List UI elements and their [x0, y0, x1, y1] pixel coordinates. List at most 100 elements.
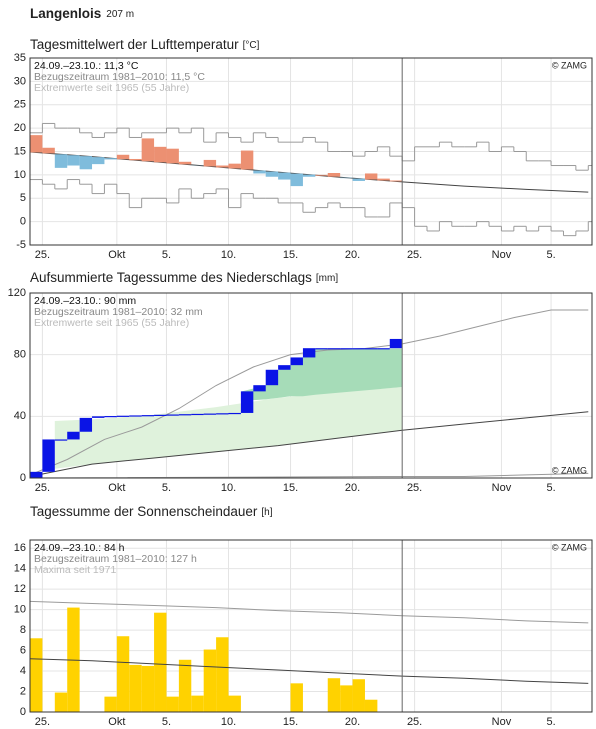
annotation: Bezugszeitraum 1981–2010: 127 h — [34, 553, 197, 565]
y-tick-label: 8 — [20, 624, 26, 636]
x-tick-label: 5. — [162, 482, 171, 494]
temperature-bar — [42, 147, 55, 154]
precipitation-bar — [166, 414, 179, 416]
precipitation-bar — [253, 385, 266, 392]
x-tick-label: 25. — [35, 249, 50, 261]
temperature-bar — [216, 165, 229, 168]
temperature-bar — [253, 170, 266, 174]
x-tick-label: 20. — [345, 716, 360, 728]
line — [29, 472, 589, 479]
x-tick-label: 5. — [546, 249, 555, 261]
x-tick-label: 20. — [345, 482, 360, 494]
precipitation-bar — [240, 391, 254, 413]
x-tick-label: 5. — [546, 716, 555, 728]
chart-title: Aufsummierte Tagessumme des Niederschlag… — [30, 270, 312, 285]
header: Langenlois 207 m — [30, 6, 134, 21]
x-tick-label: 20. — [345, 249, 360, 261]
x-tick-label: Nov — [492, 716, 512, 728]
annotation: 24.09.–23.10.: 11,3 °C — [34, 60, 139, 72]
temperature-bar — [141, 138, 155, 162]
precipitation-bar — [203, 413, 217, 415]
precipitation-bar — [228, 412, 241, 415]
annotation: Extremwerte seit 1965 (55 Jahre) — [34, 317, 189, 329]
sunshine-bar — [166, 696, 179, 712]
y-tick-label: 0 — [20, 472, 26, 484]
sunshine-bar — [352, 679, 365, 712]
y-tick-label: 0 — [20, 216, 26, 228]
sunshine-bar — [178, 659, 192, 712]
y-tick-label: 16 — [14, 542, 26, 554]
precipitation-bar — [178, 414, 192, 416]
y-tick-label: 2 — [20, 685, 26, 697]
precipitation-bar — [278, 365, 291, 370]
y-tick-label: 4 — [20, 665, 26, 677]
sunshine-bar — [129, 664, 142, 712]
y-tick-label: 15 — [14, 145, 26, 157]
temperature-bar — [92, 157, 105, 165]
x-tick-label: 10. — [221, 249, 236, 261]
precipitation-bar — [352, 348, 365, 350]
annotation: Bezugszeitraum 1981–2010: 32 mm — [34, 306, 203, 318]
precipitation-bar — [116, 415, 130, 417]
annotation: 24.09.–23.10.: 84 h — [34, 542, 125, 554]
precipitation-bar — [315, 348, 328, 350]
y-tick-label: 30 — [14, 75, 26, 87]
chart-unit: [mm] — [316, 273, 338, 284]
sunshine-bar — [364, 699, 378, 712]
temperature-bar — [129, 158, 142, 161]
x-tick-label: 25. — [407, 482, 422, 494]
plot-border — [29, 539, 593, 713]
temperature-bar — [377, 178, 390, 181]
temperature-bar — [302, 174, 316, 177]
temperature-bar — [278, 172, 291, 180]
plot-border — [29, 292, 593, 479]
area — [240, 348, 403, 401]
x-tick-label: 25. — [35, 716, 50, 728]
sunshine-bar — [104, 696, 117, 712]
precipitation-bar — [30, 471, 43, 478]
sunshine-bar — [54, 692, 68, 712]
temperature-bar — [30, 135, 43, 153]
precipitation-bar — [364, 348, 378, 350]
y-tick-label: 120 — [8, 287, 26, 299]
x-tick-label: Okt — [108, 249, 125, 261]
chart-panel: Aufsummierte Tagessumme des Niederschlag… — [8, 270, 593, 494]
temperature-bar — [389, 180, 403, 182]
precipitation-bar — [302, 348, 316, 358]
x-tick-label: 5. — [162, 249, 171, 261]
sunshine-bar — [154, 612, 167, 712]
precipitation-bar — [377, 348, 390, 350]
temperature-bar — [67, 155, 80, 166]
temperature-bar — [315, 174, 328, 176]
y-tick-label: 20 — [14, 122, 26, 134]
temperature-bar — [352, 178, 365, 181]
x-tick-label: 15. — [283, 716, 298, 728]
precipitation-bar — [67, 431, 80, 440]
x-tick-label: 25. — [407, 249, 422, 261]
precipitation-bar — [154, 414, 167, 416]
sunshine-bar — [116, 636, 130, 712]
sunshine-bar — [141, 665, 155, 712]
temperature-bar — [54, 154, 68, 168]
precipitation-bar — [79, 417, 93, 432]
temperature-bar — [166, 148, 179, 164]
chart-title-line: Tagessumme der Sonnenscheindauer [h] — [30, 504, 273, 519]
temperature-bar — [203, 159, 217, 167]
temperature-bar — [290, 173, 303, 187]
annotation: Extremwerte seit 1965 (55 Jahre) — [34, 82, 189, 94]
sunshine-bar — [340, 685, 353, 712]
chart-panel: Tagessumme der Sonnenscheindauer [h] 0 2 4 6 8… — [14, 504, 593, 728]
temperature-bar — [327, 173, 341, 177]
precipitation-bar — [129, 415, 142, 417]
x-tick-label: Nov — [492, 482, 512, 494]
sunshine-bar — [191, 695, 204, 712]
y-tick-label: 0 — [20, 706, 26, 718]
y-tick-label: 35 — [14, 52, 26, 64]
annotation: 24.09.–23.10.: 90 mm — [34, 295, 136, 307]
precipitation-bar — [340, 348, 353, 350]
precipitation-bar — [389, 338, 403, 349]
y-tick-label: 12 — [14, 583, 26, 595]
y-tick-label: 10 — [14, 604, 26, 616]
precipitation-bar — [327, 348, 341, 350]
sunshine-bar — [228, 695, 241, 712]
